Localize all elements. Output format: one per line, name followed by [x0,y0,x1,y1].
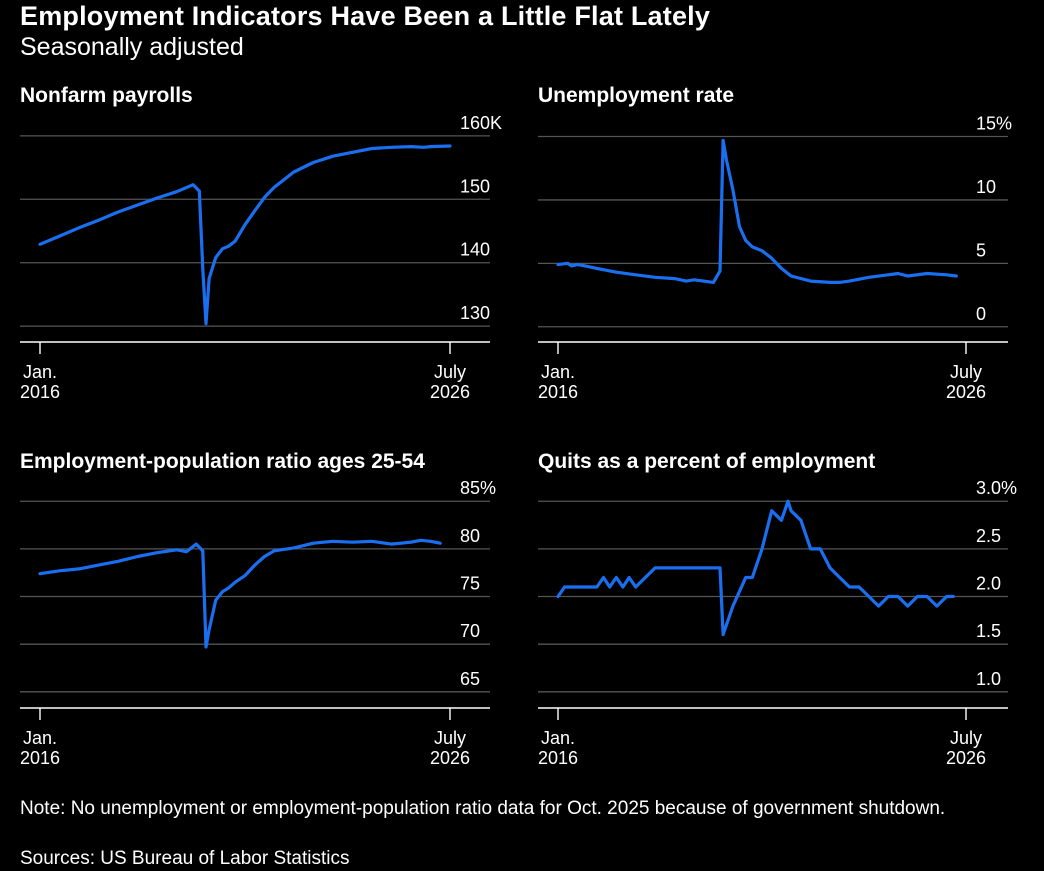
y-tick-label: 0 [976,304,986,324]
y-tick-label: 75 [460,574,480,594]
panel-title-payrolls: Nonfarm payrolls [20,84,193,107]
x-tick-label: Jan. [23,362,57,382]
y-tick-label: 1.5 [976,621,1001,641]
chart-title: Employment Indicators Have Been a Little… [20,1,711,31]
x-tick-label: Jan. [23,728,57,748]
x-tick-label: 2016 [20,382,60,402]
x-tick-label: Jan. [541,728,575,748]
x-tick-label: 2016 [538,748,578,768]
series-line-payrolls [38,144,452,326]
series-line-unemployment [556,138,958,284]
x-tick-label: 2026 [430,748,470,768]
x-tick-label: 2016 [20,748,60,768]
y-tick-label: 3.0% [976,478,1017,498]
y-tick-label: 130 [460,303,490,323]
y-tick-label: 2.5 [976,526,1001,546]
y-tick-label: 80 [460,526,480,546]
x-tick-label: 2016 [538,382,578,402]
x-tick-label: 2026 [430,382,470,402]
panel-title-epop: Employment-population ratio ages 25-54 [20,450,425,473]
panel-title-unemployment: Unemployment rate [538,84,734,107]
panel-epop: Employment-population ratio ages 25-54 65… [20,450,496,768]
x-tick-label: July [950,728,982,748]
x-tick-label: July [950,362,982,382]
y-tick-label: 140 [460,240,490,260]
y-tick-label: 2.0 [976,574,1001,594]
y-tick-label: 85% [460,478,496,498]
x-tick-label: Jan. [541,362,575,382]
y-tick-label: 10 [976,177,996,197]
y-tick-label: 70 [460,621,480,641]
y-tick-label: 160K [460,113,502,133]
panel-quits: Quits as a percent of employment 1.0 1.5 2.… [538,450,1017,768]
panel-payrolls: Nonfarm payrolls 130 140 150 160K Jan.2016 Jul… [20,84,502,402]
series-line-quits [556,499,955,637]
y-tick-label: 65 [460,669,480,689]
footnote: Note: No unemployment or employment-popu… [20,798,946,819]
chart-subtitle: Seasonally adjusted [20,33,244,61]
x-tick-label: July [434,728,466,748]
series-line-epop [38,538,442,649]
panel-title-quits: Quits as a percent of employment [538,450,875,473]
y-tick-label: 15% [976,113,1012,133]
x-tick-label: July [434,362,466,382]
y-tick-label: 150 [460,176,490,196]
x-tick-label: 2026 [946,382,986,402]
y-tick-label: 1.0 [976,669,1001,689]
source-note: Sources: US Bureau of Labor Statistics [20,848,350,869]
x-tick-label: 2026 [946,748,986,768]
y-tick-label: 5 [976,240,986,260]
